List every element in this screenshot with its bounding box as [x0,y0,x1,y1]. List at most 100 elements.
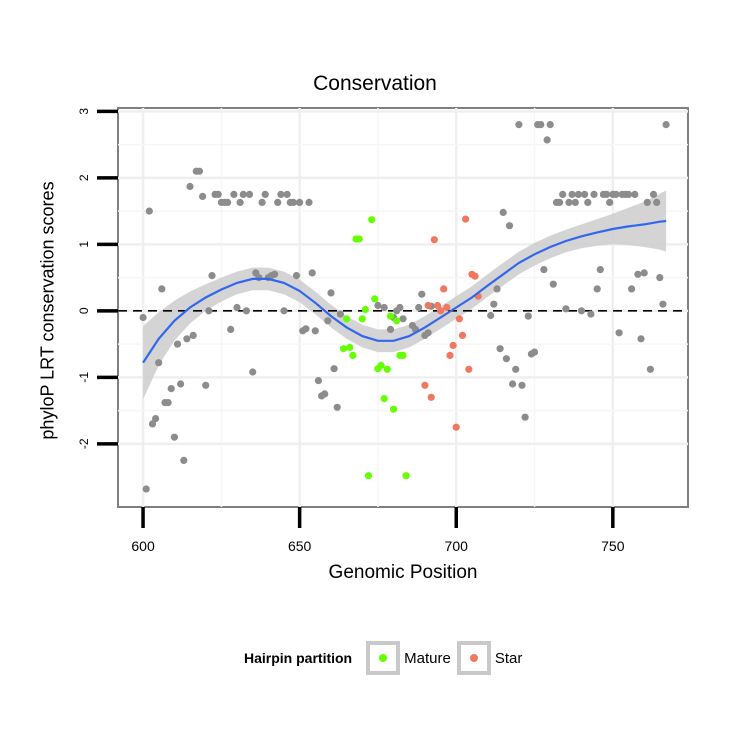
point-other [289,198,297,206]
point-other [596,266,604,274]
point-other [624,190,633,198]
point-star [458,331,467,339]
point-other [640,269,648,277]
point-mature [339,345,348,353]
point-other [590,190,598,198]
point-other [515,121,523,129]
point-mature [393,317,401,325]
point-other [512,365,520,373]
point-other [242,307,250,315]
x-tick-label: 700 [445,538,469,554]
point-other [418,290,426,298]
point-star [437,307,445,315]
point-mature [358,315,366,323]
point-other [308,269,316,277]
confidence-band [143,190,667,400]
point-other [649,190,658,198]
legend-key-star [456,641,491,675]
point-other [415,303,423,312]
point-other [524,312,532,320]
y-tick-label: -1 [77,372,91,383]
legend-title: Hairpin partition [244,650,353,666]
point-mature [371,295,379,303]
point-other [333,403,341,411]
point-other [245,190,254,198]
point-other [559,190,567,198]
point-other [643,198,651,206]
point-other [145,207,153,215]
point-other [277,190,285,198]
point-other [249,368,257,376]
axes: 600 650 700 750 -2 -1 0 1 2 3 [77,108,625,554]
point-star [427,393,435,401]
point-other [581,190,589,198]
point-other [399,315,407,323]
point-other [205,307,213,315]
point-other [593,285,601,293]
point-other [571,198,579,206]
point-other [584,198,592,206]
point-other [180,456,188,464]
point-other [540,266,548,274]
point-star [455,315,463,323]
point-other [208,272,216,280]
point-mature [386,312,395,320]
point-other [227,325,235,333]
point-other [386,325,395,333]
point-mature [355,235,363,243]
x-axis-label: Genomic Position [328,562,478,583]
x-tick-label: 650 [288,538,312,554]
point-other [374,301,382,310]
point-other [656,274,664,282]
point-star [433,301,442,310]
smooth-curve [142,219,667,364]
point-other [183,335,191,343]
point-other [637,335,645,343]
y-tick-label: 0 [77,307,91,314]
legend: Hairpin partition Mature Star [244,639,528,677]
point-other [330,365,338,373]
point-other [158,285,166,293]
point-other [549,280,557,288]
point-other [606,198,614,206]
point-other [296,198,304,206]
point-other [314,377,322,385]
y-tick-label: 1 [77,241,91,248]
point-mature [368,216,376,224]
point-other [173,340,182,348]
point-star [465,365,473,373]
legend-key-mature [366,641,401,675]
point-other [255,274,263,282]
legend-dot-mature-icon [379,654,388,662]
y-axis-label: phyloP LRT conservation scores [37,181,58,440]
point-other [634,270,642,278]
point-other [224,198,232,206]
point-other [189,331,197,339]
point-other [274,198,282,206]
point-other [615,329,623,337]
point-other [628,285,636,293]
point-other [556,198,564,206]
point-other [324,317,332,325]
point-other [152,415,160,423]
point-other [568,190,576,198]
y-tick-label: 2 [77,174,91,181]
point-other [659,300,667,308]
point-other [170,433,178,441]
smooth-line-path [142,219,667,364]
point-mature [380,395,388,403]
point-star [440,285,448,293]
scatter-points [139,121,670,493]
point-other [396,303,404,312]
point-other [603,190,611,198]
confidence-band-area [143,190,667,400]
point-other [646,365,655,373]
point-other [653,198,661,206]
point-star [449,341,457,349]
point-mature [383,365,391,373]
point-other [305,198,313,206]
point-other [505,222,514,230]
point-other [239,190,247,198]
point-other [521,413,529,421]
